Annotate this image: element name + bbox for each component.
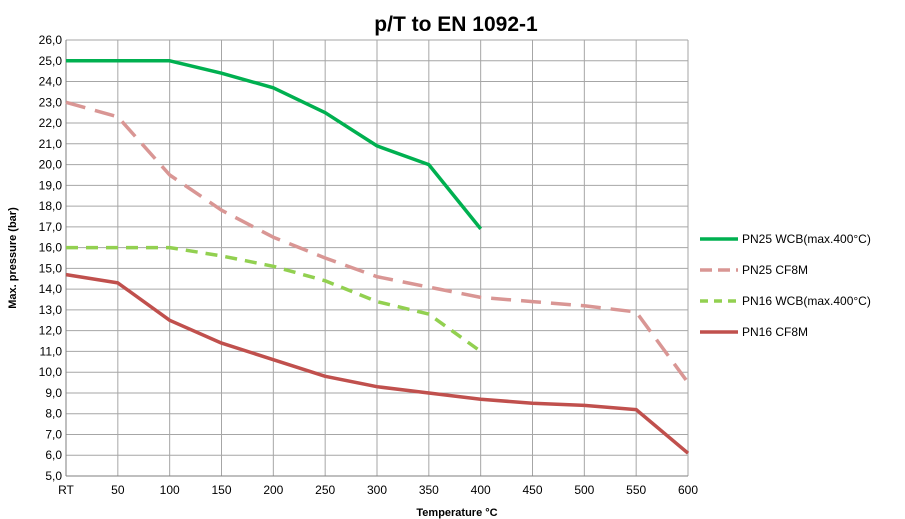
y-tick-label: 23,0 bbox=[39, 95, 63, 109]
x-axis-title: Temperature °C bbox=[416, 507, 497, 519]
legend-label: PN25 WCB(max.400°C) bbox=[742, 232, 871, 246]
series-line bbox=[65, 100, 690, 384]
y-tick-label: 13,0 bbox=[39, 303, 63, 317]
legend-label: PN25 CF8M bbox=[742, 263, 808, 277]
y-tick-label: 15,0 bbox=[39, 261, 63, 275]
x-tick-label: 50 bbox=[111, 483, 125, 497]
legend: PN25 WCB(max.400°C) PN25 CF8M PN16 WCB(max… bbox=[700, 232, 871, 339]
series-line bbox=[65, 272, 690, 455]
y-tick-label: 22,0 bbox=[39, 116, 63, 130]
x-tick-label: 150 bbox=[211, 483, 231, 497]
y-tick-label: 21,0 bbox=[39, 137, 63, 151]
y-tick-label: 6,0 bbox=[45, 448, 62, 462]
y-tick-label: 18,0 bbox=[39, 199, 63, 213]
y-tick-label: 26,0 bbox=[39, 33, 63, 47]
y-tick-label: 10,0 bbox=[39, 365, 63, 379]
y-tick-label: 25,0 bbox=[39, 54, 63, 68]
y-tick-label: 20,0 bbox=[39, 158, 63, 172]
x-tick-label: 200 bbox=[263, 483, 283, 497]
series-lines bbox=[65, 59, 690, 455]
x-axis-ticks: RT 50 100 150 200 250 300 350 400 450 500 550 600 bbox=[58, 483, 698, 497]
x-tick-label: 100 bbox=[160, 483, 180, 497]
x-tick-label: 500 bbox=[574, 483, 594, 497]
chart-title: p/T to EN 1092-1 bbox=[374, 13, 538, 36]
y-tick-label: 9,0 bbox=[45, 386, 62, 400]
y-tick-label: 8,0 bbox=[45, 407, 62, 421]
y-axis-title: Max. pressure (bar) bbox=[7, 207, 19, 309]
y-tick-label: 17,0 bbox=[39, 220, 63, 234]
x-tick-label: 400 bbox=[471, 483, 491, 497]
y-tick-label: 14,0 bbox=[39, 282, 63, 296]
legend-label: PN16 WCB(max.400°C) bbox=[742, 294, 871, 308]
y-tick-label: 16,0 bbox=[39, 241, 63, 255]
y-tick-label: 24,0 bbox=[39, 75, 63, 89]
x-tick-label: 250 bbox=[315, 483, 335, 497]
y-tick-label: 19,0 bbox=[39, 178, 63, 192]
x-tick-label: 450 bbox=[522, 483, 542, 497]
grid bbox=[65, 39, 689, 477]
legend-label: PN16 CF8M bbox=[742, 325, 808, 339]
x-tick-label: 300 bbox=[367, 483, 387, 497]
y-tick-label: 12,0 bbox=[39, 324, 63, 338]
x-tick-label: 600 bbox=[678, 483, 698, 497]
x-tick-label: 550 bbox=[626, 483, 646, 497]
series-line bbox=[66, 59, 483, 230]
series-line bbox=[66, 245, 482, 353]
y-tick-label: 11,0 bbox=[40, 344, 63, 358]
y-tick-label: 5,0 bbox=[45, 469, 62, 483]
x-tick-label: 350 bbox=[419, 483, 439, 497]
y-axis-ticks: 5,0 6,0 7,0 8,0 9,0 10,0 11,0 12,0 13,0 14,0 15,0 1… bbox=[39, 33, 63, 483]
y-tick-label: 7,0 bbox=[45, 427, 62, 441]
x-tick-label: RT bbox=[58, 483, 74, 497]
